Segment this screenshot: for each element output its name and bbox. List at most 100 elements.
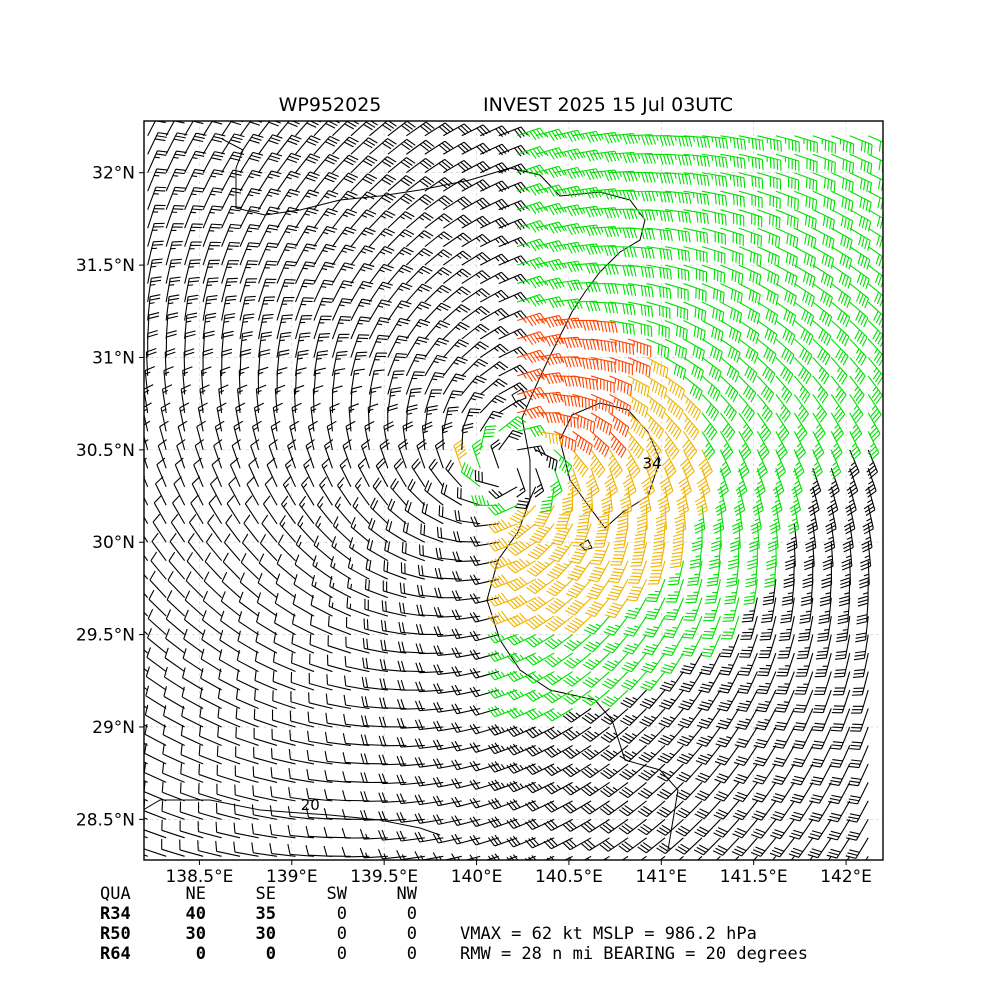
wind-barb xyxy=(603,615,629,636)
wind-barb xyxy=(818,597,832,625)
wind-barb xyxy=(645,578,666,603)
wind-barb xyxy=(325,712,352,728)
wind-barb xyxy=(660,652,684,674)
wind-barb xyxy=(581,708,610,724)
wind-barb xyxy=(506,725,536,738)
wind-barb xyxy=(337,476,352,506)
wind-barb xyxy=(628,560,648,584)
wind-barb xyxy=(149,570,167,599)
wind-barb xyxy=(845,837,869,859)
wind-barb xyxy=(261,514,278,543)
wind-barb xyxy=(487,555,518,570)
wind-barb xyxy=(815,634,832,660)
wind-barb xyxy=(799,597,814,624)
wind-barb xyxy=(487,853,518,860)
wind-barb xyxy=(234,784,259,802)
wind-barb xyxy=(581,818,610,833)
x-tick-label: 141°E xyxy=(635,867,687,887)
wind-barb xyxy=(656,837,684,855)
wind-barb xyxy=(829,745,851,768)
wind-barb xyxy=(647,560,666,585)
wind-barb xyxy=(747,542,758,570)
wind-barb xyxy=(694,800,721,820)
wind-barb xyxy=(238,591,259,617)
summary-vmax-mslp: VMAX = 62 kt MSLP = 986.2 hPa xyxy=(460,924,757,944)
wind-barb xyxy=(789,800,814,822)
wind-barb xyxy=(600,726,629,743)
wind-barb xyxy=(418,544,444,562)
wind-barb xyxy=(221,571,241,599)
wind-barb xyxy=(526,578,555,595)
wind-barb xyxy=(830,708,851,732)
wind-barb xyxy=(704,579,721,604)
wind-barb xyxy=(732,800,758,821)
wind-barb xyxy=(848,745,869,769)
wind-barb xyxy=(276,553,296,580)
wind-barb xyxy=(752,782,777,803)
wind-barb xyxy=(637,837,666,854)
wind-barb xyxy=(378,829,407,841)
wind-barb xyxy=(316,496,333,525)
wind-barb xyxy=(307,730,333,746)
wind-barb xyxy=(341,827,370,839)
wind-barb xyxy=(506,762,536,774)
wind-barb xyxy=(414,700,444,712)
radii-row-label: R34 xyxy=(100,904,131,924)
wind-barb xyxy=(187,533,204,562)
radii-value: 0 xyxy=(407,904,417,924)
wind-barb xyxy=(751,819,777,839)
wind-barb xyxy=(384,539,407,562)
wind-barb xyxy=(657,763,684,782)
wind-barb xyxy=(433,626,462,637)
radii-row-label: R64 xyxy=(100,944,131,964)
wind-barb xyxy=(638,763,666,781)
wind-barb xyxy=(748,523,760,552)
wind-barb xyxy=(161,819,185,839)
wind-barb xyxy=(390,478,407,506)
wind-barb xyxy=(287,844,315,857)
wind-barb xyxy=(272,690,296,710)
wind-barb xyxy=(208,495,223,525)
wind-barb xyxy=(144,573,149,580)
wind-barb xyxy=(352,496,370,525)
wind-barb xyxy=(809,763,832,786)
wind-barb xyxy=(784,542,796,571)
wind-barb xyxy=(653,523,666,551)
wind-barb xyxy=(152,513,167,543)
wind-barb xyxy=(715,855,721,860)
wind-barb xyxy=(415,681,444,693)
wind-barb xyxy=(753,745,777,767)
wind-barb xyxy=(188,513,204,543)
wind-barb xyxy=(246,476,260,506)
wind-barb xyxy=(662,615,684,639)
wind-barb xyxy=(583,634,610,653)
wind-barb xyxy=(527,541,555,560)
wind-barb xyxy=(822,542,834,571)
wind-barb xyxy=(565,578,592,599)
wind-barb xyxy=(225,514,241,543)
wind-barb xyxy=(600,708,629,725)
wind-barb xyxy=(487,705,518,718)
wind-barb xyxy=(796,634,814,660)
wind-barb xyxy=(216,764,241,783)
wind-barb xyxy=(675,818,703,837)
wind-barb xyxy=(487,687,518,699)
wind-barb xyxy=(699,652,721,676)
wind-barb xyxy=(620,671,647,691)
wind-barb xyxy=(200,667,222,691)
wind-barb xyxy=(676,763,703,783)
wind-barb xyxy=(165,628,185,654)
wind-barb xyxy=(827,819,851,841)
wind-barb xyxy=(728,542,740,570)
wind-barb xyxy=(487,519,518,534)
wind-barb xyxy=(564,615,592,634)
wind-barb xyxy=(172,495,186,525)
wind-barb xyxy=(470,516,499,527)
wind-barb xyxy=(366,538,389,562)
wind-barb xyxy=(144,611,149,617)
wind-barb xyxy=(272,670,296,691)
wind-barb xyxy=(291,633,315,654)
wind-barb xyxy=(151,532,167,562)
chart-title-right: INVEST 2025 15 Jul 03UTC xyxy=(483,94,733,116)
wind-barb xyxy=(597,505,611,532)
